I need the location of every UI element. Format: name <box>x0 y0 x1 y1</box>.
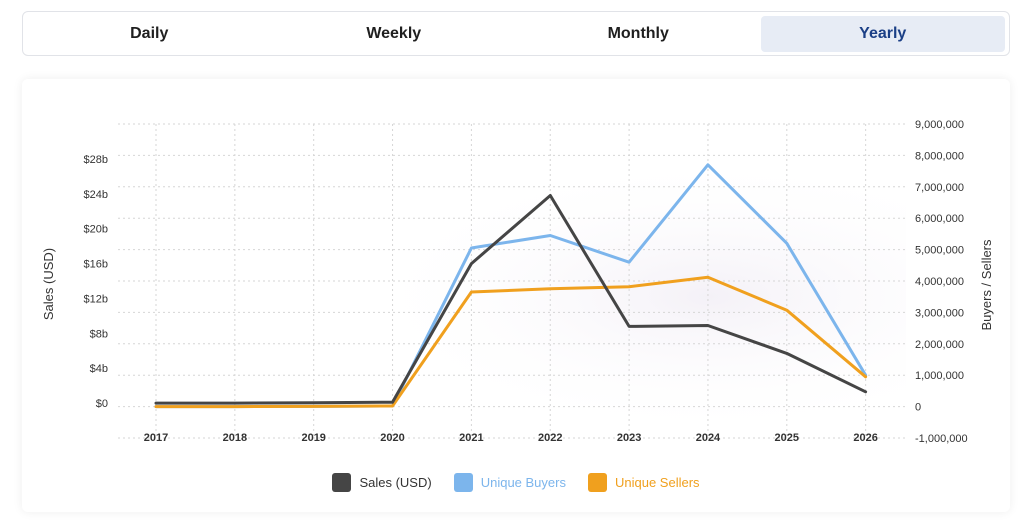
line-chart: $0 $4b $8b $12b $16b $20b $24b $28b -1,000,000 0 1… <box>41 119 994 445</box>
plot-background <box>118 124 906 438</box>
x-axis-tick-label: 2018 <box>223 432 247 444</box>
left-axis-tick-label: $4b <box>90 363 108 375</box>
x-axis-tick-label: 2019 <box>301 432 325 444</box>
x-axis-tick-label: 2017 <box>144 432 168 444</box>
series-line-sales-usd <box>154 194 868 405</box>
legend-item[interactable]: Unique Buyers <box>453 473 566 492</box>
left-axis-tick-label: $20b <box>84 224 108 236</box>
left-axis-tick-label: $0 <box>96 398 108 410</box>
right-axis-tick-label: 7,000,000 <box>915 182 964 194</box>
time-range-tabs: Daily Weekly Monthly Yearly <box>22 11 1010 56</box>
x-axis-tick-label: 2026 <box>853 432 877 444</box>
x-axis-tick-label: 2021 <box>459 432 483 444</box>
left-axis-tick-label: $28b <box>84 154 108 166</box>
right-axis-tick-label: -1,000,000 <box>915 433 968 445</box>
right-axis-tick-label: 0 <box>915 402 921 414</box>
right-axis-tick-label: 6,000,000 <box>915 213 964 225</box>
legend-item[interactable]: Sales (USD) <box>332 473 432 492</box>
legend-swatch <box>453 473 473 492</box>
tab-daily[interactable]: Daily <box>130 24 169 42</box>
right-axis-tick-label: 1,000,000 <box>915 370 964 382</box>
chart-legend: Sales (USD) Unique Buyers Unique Sellers <box>22 473 1010 492</box>
left-axis-tick-label: $8b <box>90 328 108 340</box>
left-axis-tick-label: $24b <box>84 189 108 201</box>
legend-swatch <box>332 473 352 492</box>
tab-weekly[interactable]: Weekly <box>366 24 422 42</box>
legend-label: Sales (USD) <box>359 475 432 490</box>
series-line-unique-sellers <box>154 275 868 409</box>
left-axis-tick-label: $16b <box>84 259 108 271</box>
legend-label: Unique Sellers <box>614 475 700 490</box>
tab-monthly[interactable]: Monthly <box>607 24 669 42</box>
right-axis-title: Buyers / Sellers <box>979 239 994 331</box>
x-axis-tick-label: 2020 <box>380 432 404 444</box>
right-axis-tick-label: 2,000,000 <box>915 339 964 351</box>
x-axis-tick-label: 2023 <box>617 432 641 444</box>
right-axis-tick-label: 3,000,000 <box>915 307 964 319</box>
right-axis-tick-label: 4,000,000 <box>915 276 964 288</box>
right-axis-tick-label: 5,000,000 <box>915 245 964 257</box>
legend-label: Unique Buyers <box>480 475 566 490</box>
right-axis-tick-label: 9,000,000 <box>915 119 964 131</box>
left-axis-tick-label: $12b <box>84 293 108 305</box>
tab-yearly[interactable]: Yearly <box>760 15 1005 52</box>
right-axis-tick-label: 8,000,000 <box>915 150 964 162</box>
chart-card: $0 $4b $8b $12b $16b $20b $24b $28b -1,000,000 0 1… <box>22 79 1010 512</box>
x-axis-tick-label: 2025 <box>775 432 799 444</box>
x-axis-tick-label: 2022 <box>538 432 562 444</box>
legend-swatch <box>587 473 607 492</box>
x-axis-tick-label: 2024 <box>696 432 721 444</box>
legend-item[interactable]: Unique Sellers <box>587 473 700 492</box>
left-axis-title: Sales (USD) <box>41 248 56 320</box>
